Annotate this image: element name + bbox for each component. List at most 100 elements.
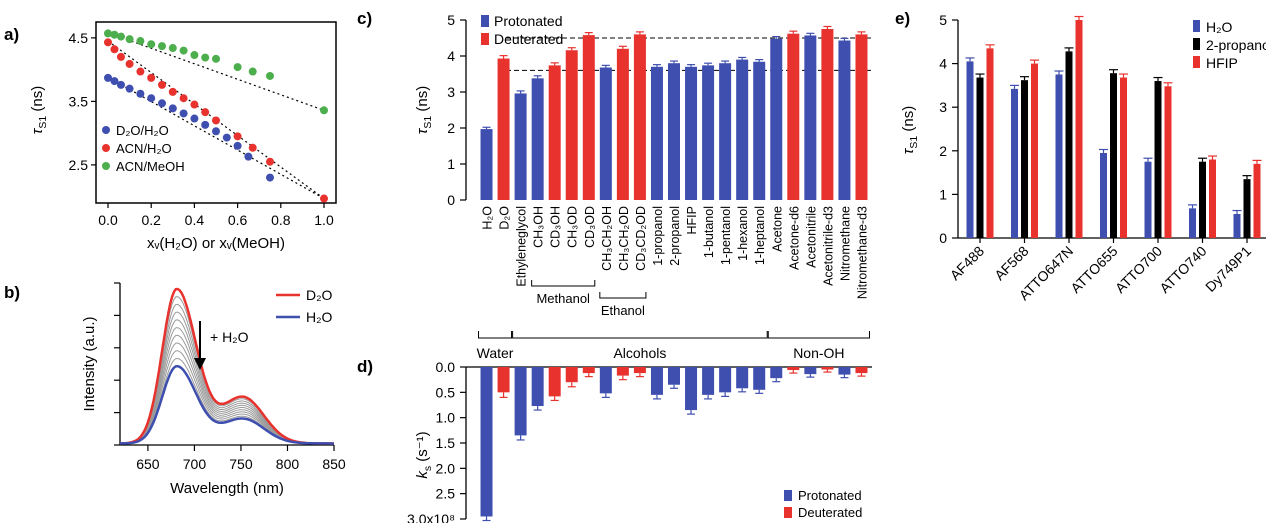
y-tick-label-d: 2.5 [436, 486, 456, 502]
legend-label-c: Protonated [494, 13, 563, 29]
legend-swatch-d [784, 507, 792, 518]
bar-d [565, 367, 578, 383]
category-label-c: D₂O [498, 206, 512, 230]
data-point [168, 87, 177, 96]
y-tick-label-c: 4 [447, 48, 455, 64]
bar-e [1233, 214, 1241, 238]
legend-label-a: D₂O/H₂O [116, 123, 169, 138]
bar-e [1209, 159, 1216, 238]
y-axis-label-a-unit: (ns) [29, 86, 46, 116]
legend-label-a: ACN/MeOH [116, 159, 185, 174]
intermediate-spectrum [120, 350, 334, 444]
bar-e [1243, 179, 1251, 238]
data-point [212, 54, 220, 63]
bar-d [599, 367, 612, 394]
x-axis-label-a: xᵥ(H₂O) or xᵥ(MeOH) [147, 235, 285, 252]
category-label-c: CD₃OD [583, 206, 597, 248]
y-tick-label-e: 2 [939, 143, 947, 159]
category-label-c: 1-butanol [702, 206, 716, 258]
y-axis-label-c-sub: S1 [422, 116, 434, 129]
bar-e [1011, 88, 1018, 238]
data-point [179, 46, 188, 55]
category-label-c: 1-propanol [651, 206, 665, 266]
data-point [233, 132, 242, 141]
data-point [168, 104, 177, 113]
class-bracket [767, 331, 870, 339]
category-label-c: H₂O [481, 206, 495, 230]
y-axis-label-d-sub: s [422, 466, 434, 471]
bar-e [1199, 161, 1206, 238]
bar-d [736, 367, 749, 389]
x-axis-label-b: Wavelength (nm) [170, 480, 284, 497]
legend-label-e: 2-propanol [1206, 37, 1266, 53]
bar [855, 34, 868, 201]
bar [685, 66, 698, 200]
arrow-head [194, 358, 206, 370]
legend-label-d: Protonated [798, 488, 862, 503]
x-tick-label-a: 0.8 [271, 212, 291, 228]
category-label-c: Acetonitrile [804, 206, 818, 268]
data-point [125, 35, 134, 44]
x-tick-label-b: 800 [276, 456, 300, 472]
data-point [104, 38, 112, 47]
data-point [179, 94, 188, 103]
data-point [110, 45, 119, 54]
bar [821, 29, 834, 200]
data-point [116, 80, 125, 89]
data-point [201, 53, 210, 62]
y-tick-label-d: 1.5 [436, 435, 456, 451]
category-label-c: 2-propanol [668, 206, 682, 266]
data-point [244, 152, 253, 161]
fit-line [107, 76, 325, 200]
panel-a-scatter: 0.0 0.2 0.4 0.6 0.8 1.0 2.5 3.5 4.5 τS1 (ns) xᵥ(H₂… [29, 21, 337, 252]
category-label-c: 1-pentanol [719, 206, 733, 265]
y-tick-label-d: 0.5 [436, 384, 456, 400]
bar-d [616, 367, 629, 376]
category-label-c: 1-hexanol [736, 206, 750, 261]
category-label-c: CH₃OD [566, 206, 580, 248]
bar-d [582, 367, 595, 374]
x-tick-label-a: 1.0 [314, 212, 334, 228]
plot-frame-a [95, 21, 337, 204]
panel-d-rate-bars: 0.0 0.5 1.0 1.5 2.0 2.5 3.0x10⁸ ks (s⁻¹) Protona… [407, 359, 872, 523]
category-label-e: AF568 [991, 243, 1032, 284]
legend-label-b: D₂O [306, 287, 333, 303]
bar [719, 63, 732, 201]
data-point [233, 141, 242, 150]
data-point [104, 73, 112, 82]
category-label-e: AF488 [947, 243, 988, 284]
y-axis-label-c: τS1 (ns) [414, 86, 434, 134]
y-axis-label-c-unit: (ns) [414, 86, 431, 116]
bar-d [480, 367, 493, 517]
y-tick-label-c: 5 [447, 12, 455, 28]
legend-swatch-e [1193, 56, 1200, 68]
group-bracket [599, 292, 647, 299]
category-label-e: ATTO740 [1156, 243, 1209, 296]
x-tick-label-a: 0.4 [185, 212, 205, 228]
data-point [158, 80, 166, 89]
bar-d [685, 367, 698, 411]
y-tick-label-a: 4.5 [69, 30, 89, 46]
legend-swatch-c [481, 33, 489, 45]
bar [480, 129, 493, 200]
data-point [222, 133, 231, 142]
y-tick-label-c: 0 [447, 192, 455, 208]
bar-e [986, 48, 994, 239]
x-tick-label-a: 0.6 [228, 212, 248, 228]
data-point [266, 173, 274, 182]
bar-d [668, 367, 680, 385]
data-point [125, 84, 134, 93]
y-axis-label-d-main: k [414, 470, 431, 479]
y-tick-label-e: 5 [939, 12, 947, 28]
class-label: Water [477, 345, 514, 361]
class-bracket [478, 331, 513, 339]
bar-d [548, 367, 561, 397]
bar-e [1065, 51, 1073, 238]
bar [702, 65, 715, 200]
category-label-c: CH₃OH [532, 206, 546, 248]
data-point [136, 37, 145, 46]
data-point [212, 116, 220, 125]
data-point [212, 127, 220, 136]
data-point [116, 32, 125, 41]
panel-label-b: b) [4, 283, 20, 302]
